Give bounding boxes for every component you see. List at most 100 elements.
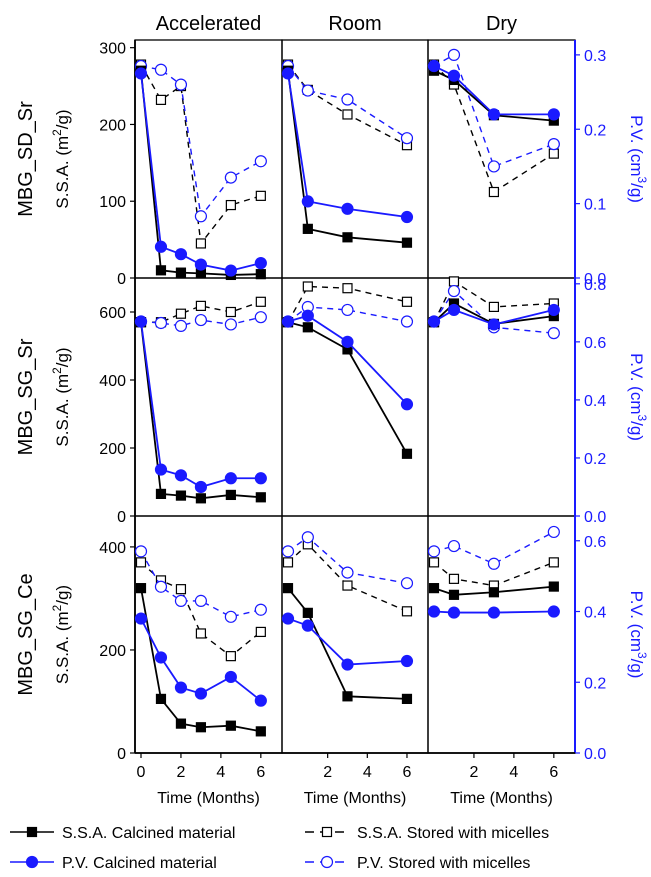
data-point	[254, 257, 267, 270]
data-point	[447, 69, 461, 82]
panel-frame	[281, 515, 429, 754]
data-point	[195, 300, 207, 311]
data-point	[175, 584, 187, 595]
data-point	[302, 223, 313, 234]
series-ssa_stored	[282, 539, 413, 617]
legend-item: P.V. Stored with micelles	[305, 855, 530, 872]
x-tick-label: 2	[176, 764, 185, 781]
data-point	[224, 318, 237, 331]
data-point	[254, 155, 267, 168]
column-title: Room	[328, 13, 381, 35]
data-point	[547, 605, 560, 618]
data-point	[400, 315, 414, 328]
data-point	[194, 594, 208, 607]
left-tick-label: 300	[99, 41, 126, 58]
data-point	[548, 148, 559, 159]
axes-group: Accelerated Room Dry01002003000.00.10.20.3…	[15, 13, 649, 807]
data-point	[135, 583, 147, 594]
left-tick-label: 200	[99, 643, 126, 660]
data-point	[154, 240, 168, 253]
right-tick-label: 0.4	[584, 605, 606, 622]
data-point	[255, 492, 266, 503]
data-point	[255, 269, 266, 280]
left-tick-label: 0	[117, 509, 126, 526]
data-point	[427, 545, 441, 558]
data-point	[224, 264, 237, 277]
data-point	[342, 283, 353, 294]
data-point	[281, 315, 295, 328]
data-point	[155, 488, 167, 499]
panel-series	[281, 531, 414, 705]
series-pv_calcined	[134, 315, 267, 494]
series-ssa_calcined	[135, 317, 266, 504]
data-point	[255, 296, 266, 307]
data-point	[194, 480, 208, 494]
data-point	[155, 94, 167, 105]
series-pv_stored	[427, 525, 560, 570]
data-point	[282, 583, 294, 594]
data-point	[427, 605, 441, 618]
right-tick-label: 0.2	[584, 122, 606, 139]
data-point	[255, 726, 266, 737]
panel-series	[281, 59, 414, 248]
series-ssa_calcined	[428, 581, 559, 600]
series-line	[140, 618, 262, 702]
series-ssa_calcined	[135, 583, 266, 737]
data-point	[282, 557, 294, 568]
data-point	[342, 109, 353, 120]
data-point	[194, 210, 208, 223]
left-tick-label: 200	[99, 441, 126, 458]
right-axis-label: P.V. (cm3/g)	[627, 353, 649, 441]
data-point	[548, 581, 559, 592]
series-pv_stored	[281, 59, 414, 145]
data-point	[301, 84, 314, 97]
series-line	[287, 70, 408, 244]
data-point	[174, 319, 188, 332]
data-point	[341, 335, 354, 348]
series-ssa_stored	[428, 557, 559, 591]
series-pv_stored	[427, 284, 560, 340]
data-point	[341, 566, 354, 579]
right-tick-label: 0.4	[584, 393, 606, 410]
right-tick-label: 0.8	[584, 277, 606, 294]
series-line	[287, 285, 408, 323]
series-pv_stored	[134, 545, 267, 623]
row-label: MBG_SG_Sr	[15, 338, 37, 455]
right-tick-label: 0.6	[584, 335, 606, 352]
data-point	[302, 281, 313, 292]
data-point	[195, 493, 207, 504]
data-point	[302, 607, 313, 618]
data-point	[254, 603, 267, 616]
row-label: MBG_SG_Ce	[15, 573, 37, 695]
data-point	[134, 545, 148, 558]
data-point	[400, 654, 414, 668]
data-point	[174, 681, 188, 694]
data-point	[547, 525, 560, 539]
series-line	[287, 587, 408, 700]
series-line	[287, 73, 408, 218]
series-pv_calcined	[281, 67, 414, 224]
data-point	[427, 59, 441, 73]
panel-series	[427, 525, 560, 619]
data-point	[342, 580, 353, 591]
legend-label: P.V. Stored with micelles	[357, 855, 530, 872]
series-ssa_stored	[428, 59, 559, 198]
data-point	[255, 626, 266, 638]
data-point	[195, 238, 207, 249]
legend: S.S.A. Calcined material S.S.A. Stored wi…	[10, 825, 549, 872]
data-point	[175, 718, 187, 729]
data-point	[225, 720, 236, 731]
series-pv_calcined	[134, 612, 267, 707]
data-point	[254, 694, 267, 707]
right-tick-label: 0.0	[584, 746, 606, 763]
legend-item: S.S.A. Stored with micelles	[305, 825, 549, 842]
panel-series	[427, 276, 560, 340]
data-point	[175, 267, 187, 278]
data-point	[26, 826, 38, 838]
x-tick-label: 6	[403, 764, 412, 781]
data-point	[401, 237, 413, 248]
data-point	[225, 306, 236, 318]
right-tick-label: 0.3	[584, 48, 606, 65]
data-point	[134, 67, 148, 80]
data-point	[301, 619, 314, 632]
